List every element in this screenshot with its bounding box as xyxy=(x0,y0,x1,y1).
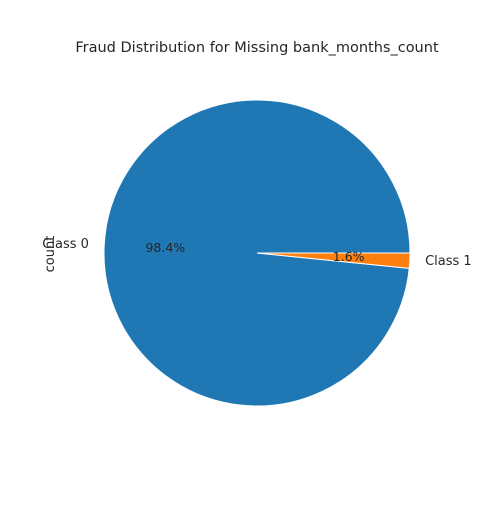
pie-labels: Class 0 98.4% Class 1 1.6% xyxy=(42,237,471,269)
slice-label-class-0: Class 0 xyxy=(42,237,89,252)
y-axis-label: count xyxy=(43,236,58,273)
pie-slices xyxy=(103,99,411,407)
percent-label-class-0: 98.4% xyxy=(145,240,185,255)
chart-title: Fraud Distribution for Missing bank_mont… xyxy=(75,40,439,56)
percent-label-class-1: 1.6% xyxy=(333,249,365,264)
pie-slice-class-1 xyxy=(256,252,411,269)
slice-label-class-1: Class 1 xyxy=(425,254,472,269)
